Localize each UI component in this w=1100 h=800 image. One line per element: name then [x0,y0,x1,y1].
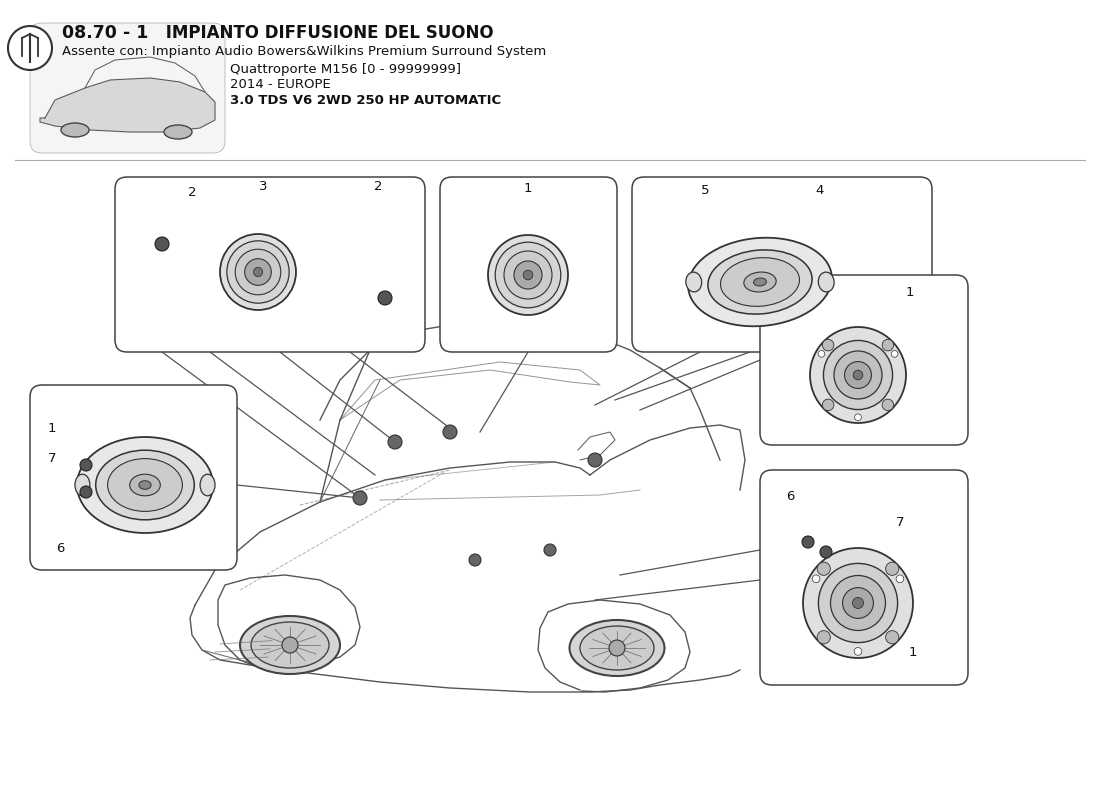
Circle shape [818,350,825,358]
Circle shape [388,435,401,449]
Ellipse shape [708,250,812,314]
Ellipse shape [164,125,192,139]
Circle shape [514,261,542,289]
Circle shape [155,237,169,251]
Ellipse shape [580,626,654,670]
Ellipse shape [570,620,664,676]
Circle shape [378,291,392,305]
Ellipse shape [754,278,767,286]
Circle shape [244,258,272,286]
FancyBboxPatch shape [760,470,968,685]
Circle shape [818,563,898,642]
Circle shape [353,491,367,505]
Circle shape [891,350,898,358]
Circle shape [443,425,456,439]
Circle shape [220,234,296,310]
Ellipse shape [108,458,183,511]
Ellipse shape [60,123,89,137]
Text: 6: 6 [785,490,794,503]
Circle shape [820,546,832,558]
Circle shape [588,453,602,467]
Circle shape [235,250,280,295]
FancyBboxPatch shape [760,275,968,445]
Ellipse shape [720,258,800,306]
Circle shape [886,562,899,575]
Text: 2: 2 [188,186,196,198]
Circle shape [227,241,289,303]
Circle shape [469,554,481,566]
Circle shape [810,327,906,423]
Ellipse shape [685,272,702,292]
Text: IMPIANTO DIFFUSIONE DEL SUONO: IMPIANTO DIFFUSIONE DEL SUONO [160,24,494,42]
Circle shape [609,640,625,656]
Text: 7: 7 [895,515,904,529]
Circle shape [845,362,871,389]
Ellipse shape [689,238,832,326]
Circle shape [824,341,892,410]
Circle shape [854,647,862,655]
Circle shape [855,414,861,421]
Ellipse shape [77,437,213,533]
Text: 1: 1 [524,182,532,194]
Circle shape [803,548,913,658]
Text: 5: 5 [701,185,710,198]
Circle shape [253,267,263,277]
Circle shape [80,459,92,471]
Circle shape [802,536,814,548]
Ellipse shape [200,474,214,496]
Circle shape [882,339,893,351]
Ellipse shape [251,622,329,668]
Circle shape [830,575,886,630]
Text: 6: 6 [56,542,64,554]
Circle shape [823,399,834,410]
Circle shape [812,575,820,582]
Circle shape [282,637,298,653]
Circle shape [504,251,552,299]
Text: 3.0 TDS V6 2WD 250 HP AUTOMATIC: 3.0 TDS V6 2WD 250 HP AUTOMATIC [230,94,502,107]
Circle shape [843,587,873,618]
Circle shape [488,235,568,315]
Ellipse shape [96,450,195,520]
FancyBboxPatch shape [30,23,225,153]
Circle shape [524,270,532,280]
Text: 1: 1 [909,646,917,658]
FancyBboxPatch shape [30,385,236,570]
Text: 1: 1 [905,286,914,298]
Circle shape [80,486,92,498]
Text: Quattroporte M156 [0 - 99999999]: Quattroporte M156 [0 - 99999999] [230,62,461,75]
Circle shape [834,351,882,399]
Ellipse shape [139,481,151,490]
Circle shape [817,562,830,575]
Circle shape [823,339,834,351]
Text: 1: 1 [47,422,56,434]
Text: 4: 4 [816,185,824,198]
Ellipse shape [130,474,161,496]
Text: 08.70 - 1: 08.70 - 1 [62,24,149,42]
Circle shape [495,242,561,308]
Ellipse shape [75,474,90,496]
Circle shape [854,370,862,380]
Text: 2: 2 [374,179,383,193]
Text: Assente con: Impianto Audio Bowers&Wilkins Premium Surround System: Assente con: Impianto Audio Bowers&Wilki… [62,45,547,58]
Ellipse shape [744,272,777,292]
Circle shape [882,399,893,410]
Circle shape [896,575,904,582]
Circle shape [8,26,52,70]
Circle shape [852,598,864,609]
Circle shape [886,630,899,644]
Polygon shape [40,78,214,132]
FancyBboxPatch shape [116,177,425,352]
FancyBboxPatch shape [440,177,617,352]
Ellipse shape [240,616,340,674]
Text: 3: 3 [258,179,267,193]
Circle shape [544,544,556,556]
Ellipse shape [818,272,834,292]
Circle shape [817,630,830,644]
Text: 2014 - EUROPE: 2014 - EUROPE [230,78,331,91]
FancyBboxPatch shape [632,177,932,352]
Text: 7: 7 [47,451,56,465]
